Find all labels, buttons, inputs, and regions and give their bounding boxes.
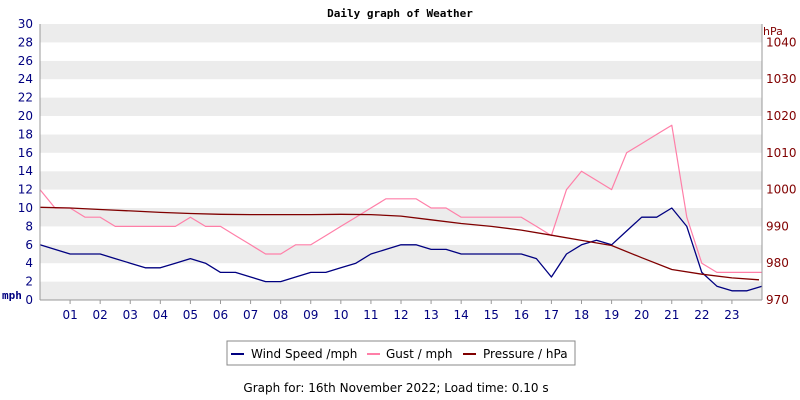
left-tick-label: 8 bbox=[25, 219, 33, 233]
right-tick-label: 970 bbox=[766, 293, 789, 307]
left-axis-unit: mph bbox=[2, 289, 22, 302]
left-tick-label: 4 bbox=[25, 256, 33, 270]
x-tick-label: 01 bbox=[62, 308, 77, 322]
x-tick-label: 08 bbox=[273, 308, 288, 322]
right-tick-label: 1000 bbox=[766, 183, 797, 197]
grid-band bbox=[40, 152, 762, 172]
left-tick-label: 24 bbox=[18, 72, 33, 86]
left-tick-label: 6 bbox=[25, 238, 33, 252]
x-tick-label: 17 bbox=[544, 308, 559, 322]
grid-band bbox=[40, 226, 762, 245]
x-tick-label: 18 bbox=[574, 308, 589, 322]
x-tick-label: 05 bbox=[183, 308, 198, 322]
x-axis-ticks: 01 02 03 04 05 06 07 08 09 10 11 12 13 14 15 16 17 18 19 20… bbox=[62, 300, 740, 322]
x-tick-label: 19 bbox=[604, 308, 619, 322]
left-tick-label: 20 bbox=[18, 109, 33, 123]
right-tick-label: 1010 bbox=[766, 146, 797, 160]
left-tick-label: 18 bbox=[18, 127, 33, 141]
x-tick-label: 15 bbox=[484, 308, 499, 322]
series-line-gust bbox=[39, 124, 762, 273]
right-tick-label: 1040 bbox=[766, 35, 797, 49]
footer-text: Graph for: 16th November 2022; Load time… bbox=[243, 381, 548, 395]
legend-label-wind-speed: Wind Speed /mph bbox=[251, 347, 357, 361]
grid-bands bbox=[40, 24, 762, 300]
x-tick-label: 23 bbox=[724, 308, 739, 322]
left-tick-label: 28 bbox=[18, 35, 33, 49]
grid-band bbox=[40, 281, 762, 300]
legend: Wind Speed /mph Gust / mph Pressure / hP… bbox=[226, 340, 576, 366]
left-tick-label: 30 bbox=[18, 17, 33, 31]
series-layer bbox=[39, 124, 763, 292]
right-tick-label: 980 bbox=[766, 256, 789, 270]
grid-band bbox=[40, 116, 762, 135]
left-tick-label: 16 bbox=[18, 146, 33, 160]
grid-band bbox=[40, 24, 762, 43]
grid-band bbox=[40, 171, 762, 190]
series-line-pressure bbox=[39, 206, 760, 281]
grid-band bbox=[40, 97, 762, 116]
left-tick-label: 0 bbox=[25, 293, 33, 307]
x-tick-label: 20 bbox=[634, 308, 649, 322]
x-tick-label: 12 bbox=[393, 308, 408, 322]
right-tick-label: 990 bbox=[766, 219, 789, 233]
grid-band bbox=[40, 208, 762, 227]
x-tick-label: 03 bbox=[123, 308, 138, 322]
x-tick-label: 07 bbox=[243, 308, 258, 322]
grid-band bbox=[40, 42, 762, 61]
left-tick-label: 26 bbox=[18, 54, 33, 68]
grid-band bbox=[40, 244, 762, 264]
x-tick-label: 16 bbox=[514, 308, 529, 322]
right-tick-label: 1020 bbox=[766, 109, 797, 123]
x-tick-label: 04 bbox=[153, 308, 168, 322]
grid-band bbox=[40, 60, 762, 80]
right-tick-label: 1030 bbox=[766, 72, 797, 86]
right-axis-ticks: 970 980 990 1000 1010 1020 1030 1040 bbox=[766, 35, 797, 307]
grid-band bbox=[40, 79, 762, 98]
x-tick-label: 21 bbox=[664, 308, 679, 322]
left-tick-label: 12 bbox=[18, 183, 33, 197]
left-tick-label: 2 bbox=[25, 275, 33, 289]
left-tick-label: 14 bbox=[18, 164, 33, 178]
right-axis-unit: hPa bbox=[763, 25, 783, 38]
x-tick-label: 14 bbox=[454, 308, 469, 322]
x-tick-label: 13 bbox=[423, 308, 438, 322]
x-tick-label: 09 bbox=[303, 308, 318, 322]
legend-label-pressure: Pressure / hPa bbox=[483, 347, 568, 361]
grid-band bbox=[40, 134, 762, 153]
left-tick-label: 10 bbox=[18, 201, 33, 215]
x-tick-label: 02 bbox=[93, 308, 108, 322]
series-line-wind-speed bbox=[39, 207, 763, 292]
x-tick-label: 11 bbox=[363, 308, 378, 322]
x-tick-label: 06 bbox=[213, 308, 228, 322]
grid-band bbox=[40, 263, 762, 282]
x-tick-label: 22 bbox=[694, 308, 709, 322]
x-tick-label: 10 bbox=[333, 308, 348, 322]
chart-title: Daily graph of Weather bbox=[327, 7, 473, 20]
legend-label-gust: Gust / mph bbox=[386, 347, 452, 361]
legend-box bbox=[226, 340, 576, 366]
left-tick-label: 22 bbox=[18, 91, 33, 105]
